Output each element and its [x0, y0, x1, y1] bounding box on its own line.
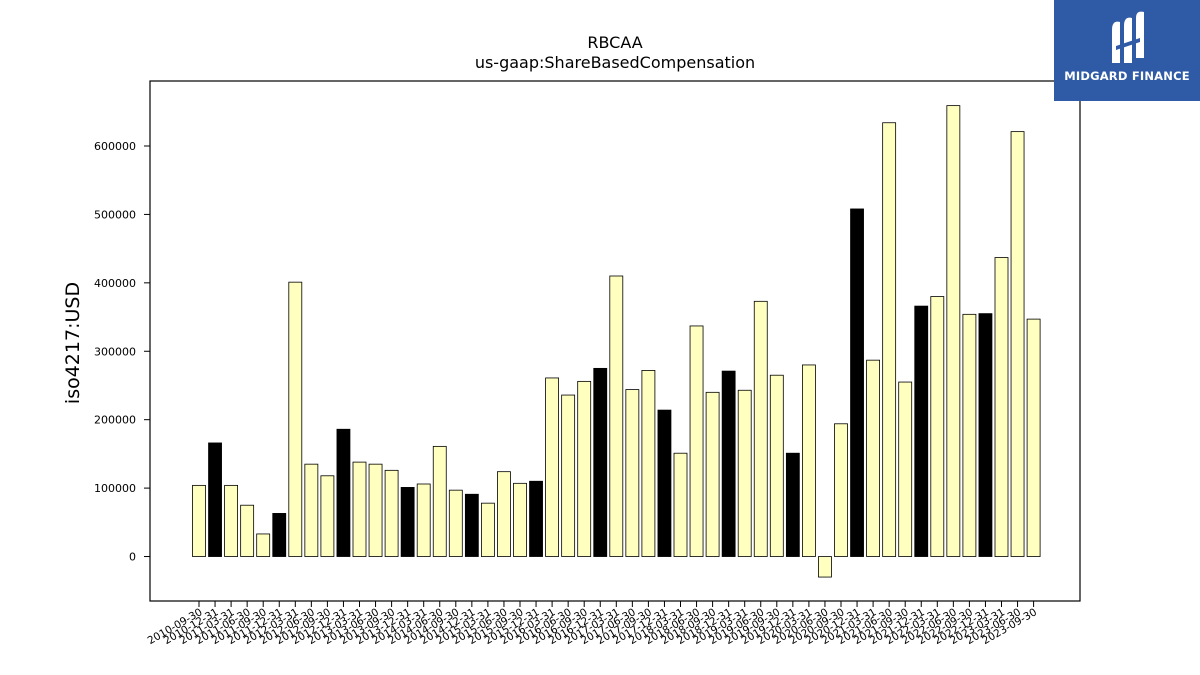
bar-2022-06-30 — [946, 105, 961, 557]
midgard-finance-logo: MIDGARD FINANCE — [1054, 0, 1200, 101]
y-axis-label: iso4217:USD — [62, 282, 84, 404]
bar-2016-09-30 — [577, 380, 592, 557]
bar-2010-09-30 — [192, 484, 206, 557]
y-tick-label: 600000 — [94, 140, 136, 153]
bar-2019-09-30 — [769, 374, 784, 557]
bar-2021-06-30 — [882, 122, 897, 557]
bar-2017-03-31 — [609, 275, 624, 557]
bar-2019-03-31 — [737, 389, 752, 557]
bar-2021-03-31 — [866, 359, 880, 557]
bar-2016-03-31 — [545, 377, 559, 557]
bar-2011-09-30 — [256, 533, 271, 557]
bar-2016-06-30 — [561, 394, 576, 557]
y-tick-label: 400000 — [94, 277, 136, 290]
y-tick-label: 200000 — [94, 414, 136, 427]
bar-2012-03-31 — [288, 281, 303, 557]
y-tick-label: 100000 — [94, 482, 136, 495]
bar-2021-12-31 — [914, 305, 929, 557]
bar-2012-12-31 — [336, 428, 351, 557]
y-tick-label: 500000 — [94, 208, 136, 221]
bar-2010-12-31 — [208, 442, 222, 557]
bar-2022-09-30 — [962, 313, 977, 557]
bar-2012-09-30 — [320, 475, 335, 557]
bar-2018-09-30 — [705, 391, 720, 557]
chart-subtitle: us-gaap:ShareBasedCompensation — [475, 53, 755, 72]
bar-2019-06-30 — [753, 300, 768, 557]
bar-2018-03-31 — [673, 452, 688, 557]
bar-2018-06-30 — [689, 325, 704, 557]
bar-2020-06-30 — [818, 556, 832, 578]
bar-2013-06-30 — [368, 463, 383, 557]
bar-2012-06-30 — [304, 463, 319, 557]
bar-2023-09-30 — [1026, 318, 1041, 557]
bar-2015-09-30 — [513, 482, 527, 557]
bar-2017-06-30 — [625, 389, 640, 557]
bar-2015-12-31 — [529, 480, 543, 557]
bar-2015-03-31 — [480, 502, 495, 557]
bar-2013-12-31 — [400, 487, 415, 557]
bar-2011-12-31 — [272, 513, 287, 557]
bar-2014-03-31 — [416, 483, 431, 557]
plot-frame — [149, 80, 1081, 602]
bar-2011-03-31 — [224, 484, 239, 557]
bars-group — [192, 105, 1041, 578]
bar-2013-09-30 — [384, 469, 399, 557]
bar-2016-12-31 — [593, 367, 608, 557]
bar-2017-09-30 — [641, 370, 656, 557]
bar-2019-12-31 — [785, 452, 800, 557]
bar-2014-09-30 — [448, 489, 463, 557]
bar-2023-03-31 — [994, 257, 1009, 557]
bar-2023-06-30 — [1010, 131, 1025, 557]
bar-2020-12-31 — [850, 208, 864, 557]
y-tick-label: 300000 — [94, 345, 136, 358]
bar-2015-06-30 — [497, 471, 511, 557]
bar-2020-09-30 — [834, 423, 848, 557]
logo-text: MIDGARD FINANCE — [1064, 69, 1190, 83]
y-axis-ticks: 0 100000 200000 300000 400000 500000 600000 — [94, 140, 150, 564]
bar-2022-12-31 — [978, 313, 993, 557]
bar-2022-03-31 — [930, 296, 945, 557]
bar-2020-03-31 — [802, 364, 816, 557]
bar-2017-12-31 — [657, 409, 672, 557]
midgard-m-icon — [1112, 11, 1144, 63]
y-tick-label: 0 — [129, 551, 136, 564]
bar-2013-03-31 — [352, 461, 367, 557]
chart-title: RBCAA — [587, 33, 642, 52]
bar-2021-09-30 — [898, 381, 913, 557]
bar-2011-06-30 — [240, 504, 255, 557]
bar-2014-06-30 — [432, 445, 447, 557]
bar-2018-12-31 — [721, 370, 736, 557]
bar-2014-12-31 — [464, 493, 479, 557]
x-axis-ticks: 2010-09-302010-12-312011-03-312011-06-30… — [146, 601, 1039, 647]
